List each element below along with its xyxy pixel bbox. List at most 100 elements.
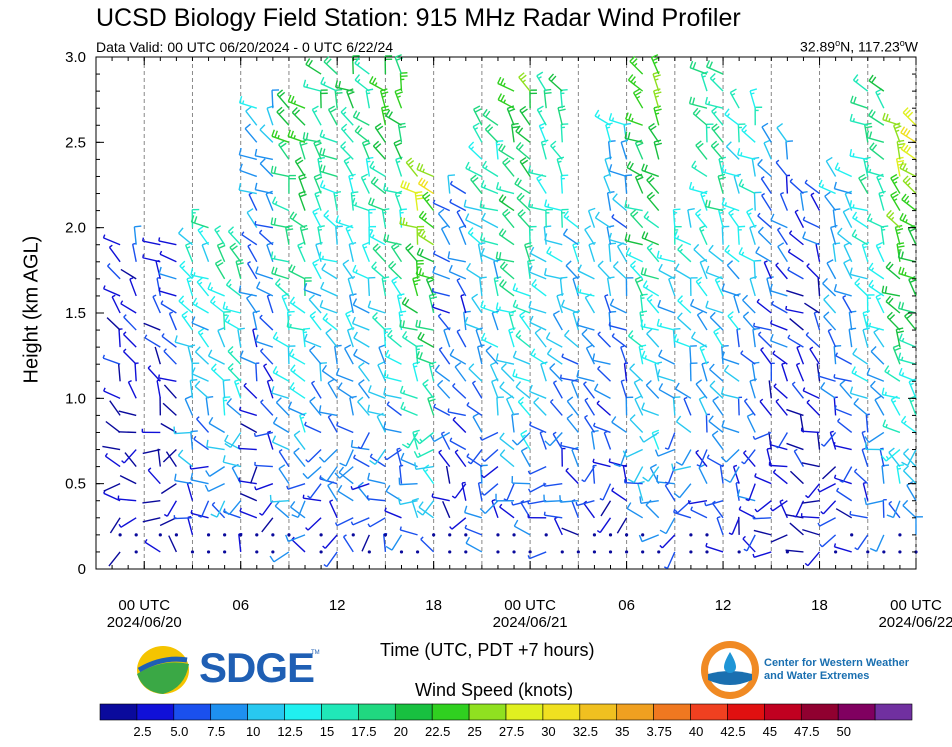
wind-barb-feather	[466, 262, 472, 270]
wind-barb-feather	[309, 345, 316, 351]
wind-barb-feather	[673, 230, 678, 238]
wind-barb	[781, 363, 789, 382]
wind-barb	[862, 329, 869, 348]
wind-barb-half-feather	[655, 112, 660, 115]
wind-barb	[335, 226, 338, 245]
wind-barb	[161, 335, 177, 348]
wind-barb-feather	[850, 95, 854, 103]
wind-barb-feather	[657, 299, 662, 307]
wind-barb	[834, 187, 852, 195]
wind-barb-half-feather	[599, 497, 604, 501]
wind-barb	[849, 206, 868, 212]
wind-barb-half-feather	[527, 488, 531, 493]
wind-barb-feather	[690, 331, 696, 339]
wind-barb	[239, 169, 258, 178]
wind-barb-feather	[367, 385, 372, 393]
wind-barb	[695, 452, 708, 468]
wind-barb-feather	[629, 55, 636, 62]
wind-barb	[498, 149, 515, 160]
wind-barb	[360, 432, 370, 449]
wind-barb-half-feather	[424, 383, 428, 388]
wind-barb-feather	[699, 344, 707, 349]
wind-barb	[785, 549, 804, 553]
colorbar-swatch	[321, 703, 359, 721]
wind-barb-feather	[374, 245, 381, 252]
wind-barb-feather	[586, 344, 594, 349]
wind-barb	[152, 296, 161, 314]
wind-barb-half-feather	[836, 487, 840, 492]
wind-barb	[382, 533, 387, 553]
wind-barb-feather	[308, 294, 315, 301]
wind-barb	[866, 324, 885, 331]
wind-barb-half-feather	[260, 399, 264, 403]
wind-barb	[624, 175, 628, 194]
wind-barb	[255, 272, 274, 280]
wind-barb	[326, 466, 338, 482]
wind-barb-half-feather	[741, 251, 745, 256]
wind-barb	[454, 451, 467, 468]
calm-dot	[834, 550, 838, 554]
wind-barb-half-feather	[343, 534, 347, 538]
wind-barb-feather	[402, 320, 405, 328]
wind-barb	[773, 385, 788, 399]
wind-barb	[544, 239, 563, 246]
wind-barb-feather	[216, 261, 224, 267]
wind-barb-feather	[335, 92, 343, 95]
colorbar-swatch	[764, 703, 802, 721]
wind-barb	[369, 517, 386, 528]
wind-barb	[422, 383, 435, 399]
wind-barb	[512, 482, 531, 485]
wind-barb	[721, 393, 740, 400]
wind-barb-feather	[882, 419, 887, 427]
wind-barb-feather	[871, 76, 877, 84]
wind-barb-feather	[713, 125, 720, 132]
wind-barb	[609, 170, 627, 178]
wind-barb	[815, 244, 821, 262]
wind-barb-feather	[312, 259, 320, 264]
wind-barb-feather	[648, 194, 656, 200]
wind-barb-feather	[341, 123, 348, 130]
wind-barb-feather	[902, 465, 910, 472]
wind-barb	[443, 329, 451, 348]
wind-barb	[327, 382, 338, 399]
wind-barb-half-feather	[426, 198, 430, 203]
wind-barb-half-feather	[199, 332, 204, 336]
wind-barb	[464, 323, 483, 331]
wind-barb-half-feather	[452, 383, 456, 387]
wind-barb	[714, 279, 724, 297]
wind-barb-feather	[184, 395, 192, 400]
wind-barb	[142, 240, 161, 246]
wind-barb-feather	[246, 208, 254, 214]
wind-barb	[342, 263, 354, 280]
wind-barb-feather	[560, 299, 565, 307]
wind-barb	[353, 354, 370, 365]
wind-barb	[842, 211, 853, 228]
wind-barb-half-feather	[627, 204, 630, 208]
wind-barb	[481, 253, 499, 263]
wind-barb-feather	[712, 143, 720, 149]
wind-barb-feather	[769, 333, 774, 341]
wind-barb	[757, 215, 772, 229]
wind-barb	[495, 141, 499, 160]
wind-barb-feather	[327, 378, 335, 384]
wind-barb-half-feather	[552, 431, 557, 435]
wind-barb-feather	[367, 300, 372, 308]
wind-barb-feather	[898, 266, 902, 274]
wind-barb-feather	[303, 282, 308, 291]
wind-barb	[166, 500, 177, 517]
wind-barb-half-feather	[311, 380, 315, 384]
wind-barb	[201, 244, 210, 263]
wind-barb	[380, 107, 387, 126]
wind-barb-half-feather	[374, 316, 378, 321]
wind-barb	[105, 420, 121, 434]
wind-barb	[748, 483, 756, 501]
wind-barb	[254, 464, 273, 468]
wind-barb-feather	[305, 132, 309, 140]
wind-barb-feather	[878, 190, 886, 194]
wind-barb-half-feather	[611, 487, 615, 492]
wind-barb-feather	[674, 263, 680, 271]
wind-barb-half-feather	[286, 485, 289, 490]
wind-barb-feather	[901, 461, 909, 467]
wind-barb	[637, 483, 644, 501]
wind-barb	[641, 273, 659, 280]
